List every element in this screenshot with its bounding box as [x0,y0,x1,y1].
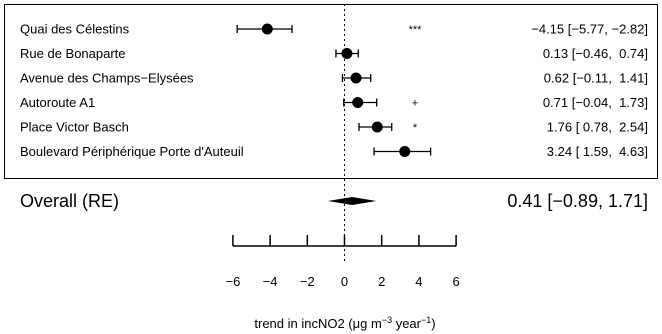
ci-text: 0.62 [−0.11, 1.41] [544,71,648,86]
study-label: Avenue des Champs−Elysées [20,71,194,86]
significance-marker: + [412,98,418,110]
x-axis-label-year: year [392,316,422,331]
x-axis-label: trend in incNO2 (μg m−3 year−1) [254,315,435,331]
overall-ci-text: 0.41 [−0.89, 1.71] [507,191,648,211]
study-row: Boulevard Périphérique Porte d'Auteuil 3.… [20,144,648,159]
overall-label: Overall (RE) [20,191,119,211]
x-tick-label: 2 [378,274,385,289]
ci-text: 1.76 [ 0.78, 2.54] [547,120,648,135]
study-rows: Quai des Célestins *** −4.15 [−5.77, −2.82… [20,22,648,160]
study-label: Place Victor Basch [20,120,129,135]
x-axis: −6 −4 −2 0 2 4 6 [225,235,460,289]
ci-text: 0.71 [−0.04, 1.73] [543,95,648,110]
overall-diamond [327,197,377,205]
x-axis-label-mu: μ [353,316,361,331]
study-row: Place Victor Basch * 1.76 [ 0.78, 2.54] [20,120,648,135]
study-label: Quai des Célestins [20,22,130,37]
overall-row: Overall (RE) 0.41 [−0.89, 1.71] [20,191,648,211]
x-axis-label-exp1: −3 [382,315,392,325]
point-estimate [352,97,364,108]
point-estimate [350,72,362,84]
x-tick-label: −2 [300,274,315,289]
ci-text: 0.13 [−0.46, 0.74] [543,46,648,61]
study-row: Quai des Célestins *** −4.15 [−5.77, −2.82… [20,22,648,37]
study-label: Autoroute A1 [20,95,95,110]
x-axis-label-exp2: −1 [421,315,431,325]
x-tick-label: 6 [452,274,459,289]
point-estimate [399,146,411,157]
x-axis-label-close: ) [431,316,435,331]
x-tick-label: −4 [263,274,278,289]
x-tick-label: −6 [225,274,240,289]
significance-marker: * [413,122,418,134]
point-estimate [341,48,353,59]
study-label: Rue de Bonaparte [20,46,126,61]
ci-text: 3.24 [ 1.59, 4.63] [547,144,648,159]
ci-text: −4.15 [−5.77, −2.82] [531,22,648,37]
point-estimate [261,23,273,35]
study-row: Avenue des Champs−Elysées 0.62 [−0.11, 1.… [20,71,648,86]
significance-marker: *** [409,24,423,36]
study-row: Rue de Bonaparte 0.13 [−0.46, 0.74] [20,46,648,61]
study-row: Autoroute A1 +0.71 [−0.04, 1.73] [20,95,648,110]
x-axis-label-main: trend in incNO2 ( [254,316,353,331]
x-tick-label: 0 [341,274,348,289]
point-estimate [371,121,383,133]
x-tick-label: 4 [415,274,422,289]
x-axis-label-unit: g m [360,316,382,331]
study-label: Boulevard Périphérique Porte d'Auteuil [20,144,244,159]
plot-border [4,4,658,179]
